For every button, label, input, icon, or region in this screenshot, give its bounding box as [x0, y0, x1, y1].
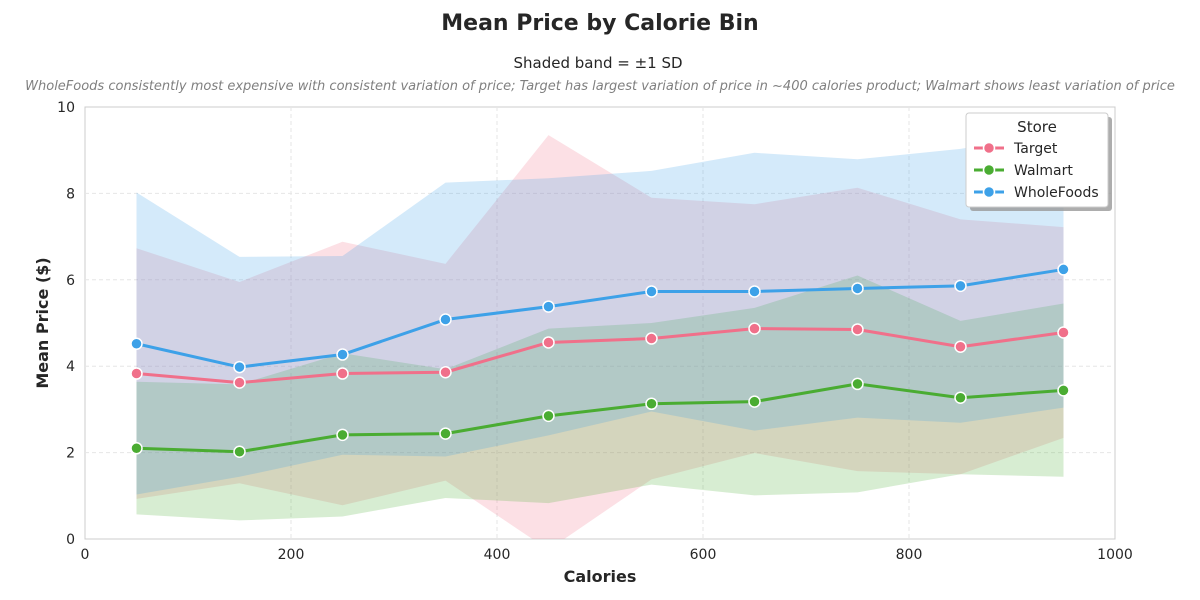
- band-target: [136, 135, 1064, 539]
- point-target: [851, 323, 864, 336]
- series-lines: [136, 267, 1064, 454]
- series-points: [130, 263, 1070, 458]
- legend-title: Store: [1017, 118, 1057, 136]
- point-walmart: [439, 427, 452, 440]
- x-tick-label: 600: [690, 547, 717, 563]
- sd-bands: [136, 130, 1064, 539]
- x-tick-label: 800: [896, 547, 923, 563]
- y-tick-label: 8: [66, 186, 75, 202]
- point-wholefoods: [542, 300, 555, 313]
- legend-label-walmart: Walmart: [1014, 163, 1073, 179]
- point-wholefoods: [336, 348, 349, 361]
- y-axis-ticks: 0 2 4 6 8 10: [57, 100, 75, 548]
- legend-marker-target: [982, 141, 996, 155]
- y-tick-label: 10: [57, 100, 75, 116]
- legend-label-target: Target: [1013, 141, 1058, 157]
- y-tick-label: 4: [66, 359, 75, 375]
- x-axis-ticks: 0 200 400 600 800 1000: [81, 547, 1133, 563]
- legend: Store Target Walmart WholeFoods: [965, 112, 1112, 211]
- point-wholefoods: [130, 337, 143, 350]
- point-walmart: [645, 397, 658, 411]
- point-wholefoods: [233, 360, 246, 374]
- legend-marker-wholefoods: [982, 185, 996, 199]
- y-tick-label: 2: [66, 446, 75, 462]
- point-target: [645, 332, 658, 345]
- point-wholefoods: [645, 285, 658, 298]
- chart-subtitle: Shaded band = ±1 SD: [513, 54, 682, 72]
- point-wholefoods: [851, 282, 864, 295]
- point-wholefoods: [954, 279, 967, 293]
- point-target: [336, 367, 349, 380]
- legend-box: [965, 112, 1109, 208]
- x-axis-label: Calories: [564, 567, 637, 586]
- line-wholefoods: [136, 267, 1064, 369]
- y-tick-label: 0: [66, 532, 75, 548]
- y-tick-label: 6: [66, 273, 75, 289]
- point-target: [233, 376, 246, 389]
- x-tick-label: 1000: [1097, 547, 1133, 563]
- point-target: [130, 367, 143, 380]
- x-tick-label: 200: [278, 547, 305, 563]
- point-walmart: [748, 395, 761, 408]
- chart-title: Mean Price by Calorie Bin: [441, 11, 758, 36]
- legend-label-wholefoods: WholeFoods: [1014, 185, 1099, 201]
- point-walmart: [851, 377, 864, 391]
- point-walmart: [336, 428, 349, 442]
- point-target: [954, 340, 967, 354]
- line-walmart: [136, 382, 1064, 454]
- x-tick-label: 400: [484, 547, 511, 563]
- point-walmart: [1057, 384, 1070, 397]
- point-target: [1057, 326, 1070, 339]
- plot-area: [84, 106, 1116, 540]
- legend-marker-walmart: [982, 163, 996, 177]
- point-wholefoods: [1057, 263, 1070, 276]
- point-walmart: [130, 442, 143, 455]
- point-target: [542, 336, 555, 349]
- legend-items: Target Walmart WholeFoods: [974, 141, 1099, 201]
- point-target: [748, 322, 761, 335]
- point-wholefoods: [748, 285, 761, 298]
- x-tick-label: 0: [81, 547, 90, 563]
- point-walmart: [954, 391, 967, 404]
- chart-annotation: WholeFoods consistently most expensive w…: [25, 79, 1175, 94]
- point-wholefoods: [439, 313, 452, 326]
- point-walmart: [542, 409, 555, 423]
- point-walmart: [233, 445, 246, 458]
- point-target: [439, 365, 452, 379]
- line-target: [136, 327, 1064, 385]
- band-wholefoods: [136, 130, 1064, 495]
- band-walmart: [136, 275, 1064, 521]
- y-axis-label: Mean Price ($): [33, 257, 52, 388]
